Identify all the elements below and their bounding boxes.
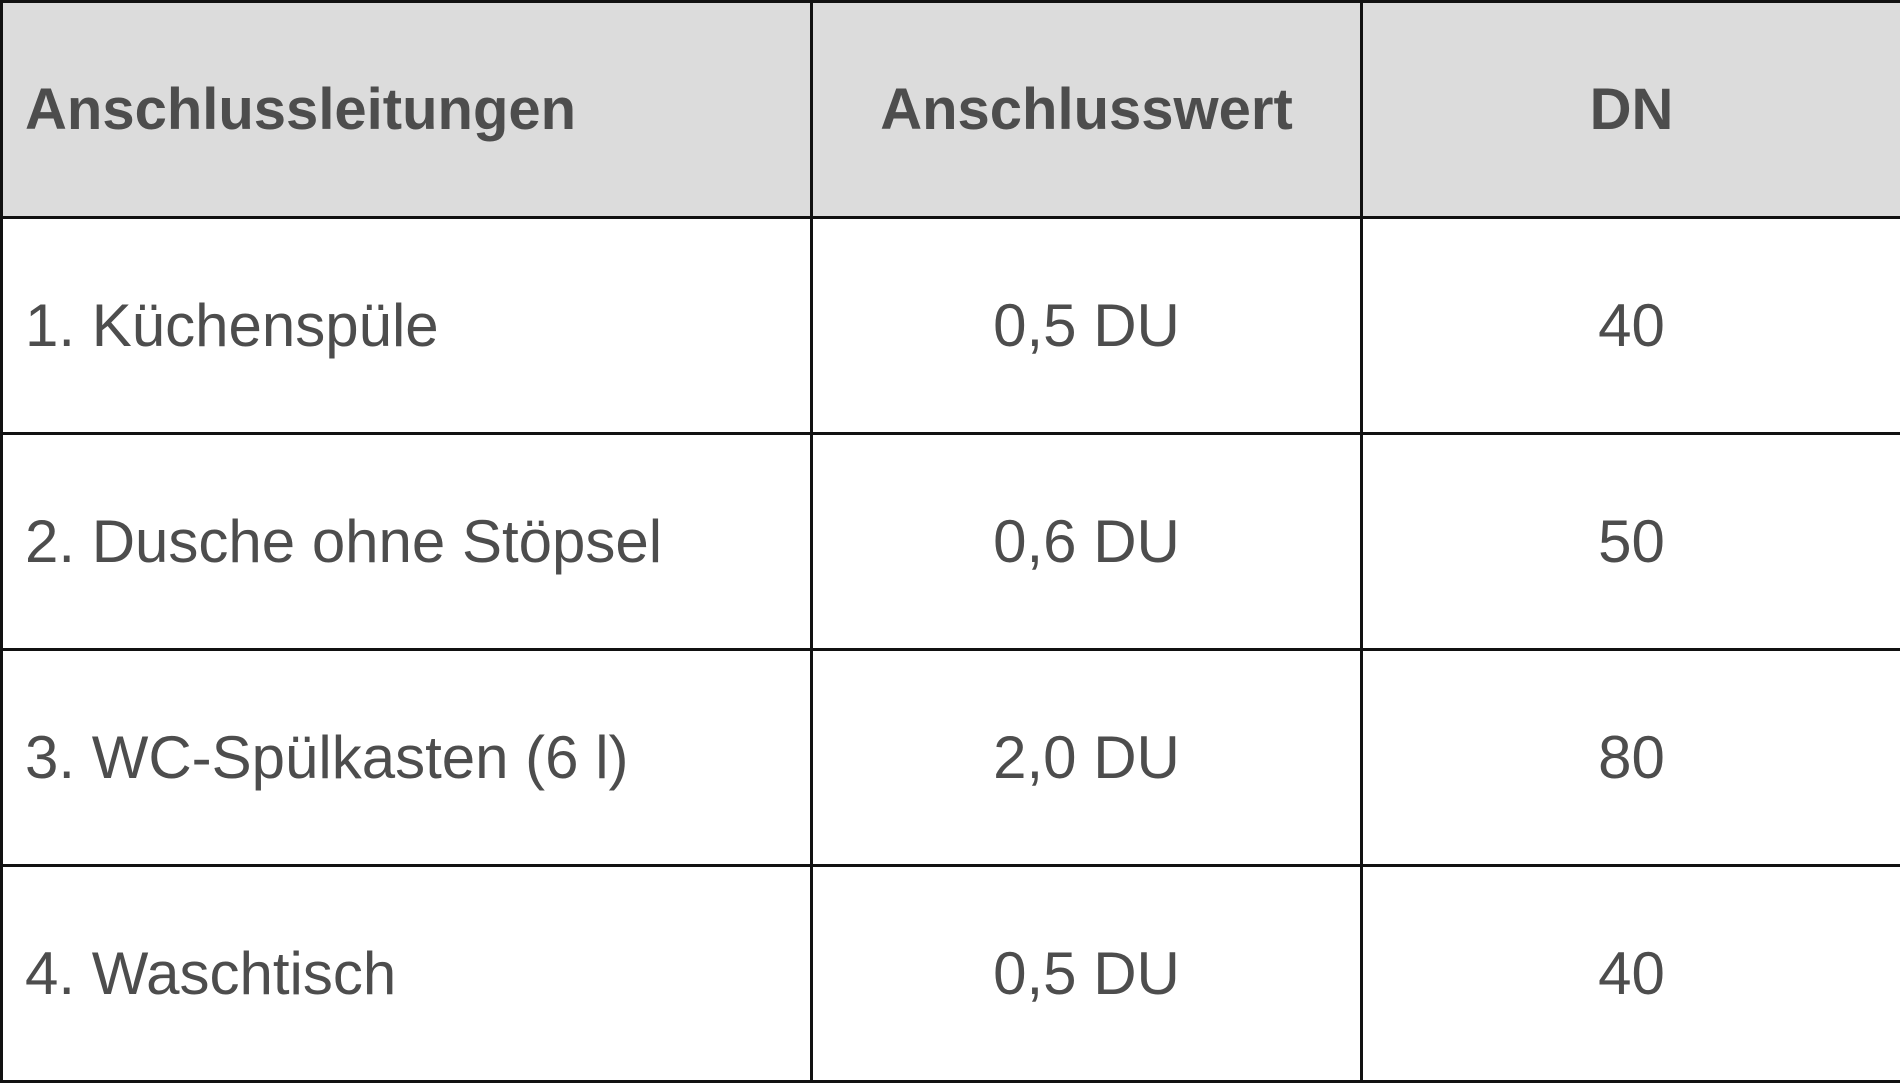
header-dn: DN xyxy=(1362,2,1900,218)
cell-dn: 40 xyxy=(1362,218,1900,434)
cell-anschlussleitung: 3. WC-Spülkasten (6 l) xyxy=(2,650,812,866)
cell-anschlussleitung: 1. Küchenspüle xyxy=(2,218,812,434)
table-header-row: Anschlussleitungen Anschlusswert DN xyxy=(2,2,1900,218)
cell-anschlusswert: 2,0 DU xyxy=(812,650,1362,866)
table-row: 1. Küchenspüle 0,5 DU 40 xyxy=(2,218,1900,434)
cell-anschlusswert: 0,6 DU xyxy=(812,434,1362,650)
table-row: 4. Waschtisch 0,5 DU 40 xyxy=(2,866,1900,1082)
header-anschlusswert: Anschlusswert xyxy=(812,2,1362,218)
cell-dn: 40 xyxy=(1362,866,1900,1082)
cell-anschlusswert: 0,5 DU xyxy=(812,218,1362,434)
cell-anschlussleitung: 4. Waschtisch xyxy=(2,866,812,1082)
table-row: 2. Dusche ohne Stöpsel 0,6 DU 50 xyxy=(2,434,1900,650)
header-anschlussleitungen: Anschlussleitungen xyxy=(2,2,812,218)
cell-anschlussleitung: 2. Dusche ohne Stöpsel xyxy=(2,434,812,650)
cell-dn: 50 xyxy=(1362,434,1900,650)
table-row: 3. WC-Spülkasten (6 l) 2,0 DU 80 xyxy=(2,650,1900,866)
cell-anschlusswert: 0,5 DU xyxy=(812,866,1362,1082)
cell-dn: 80 xyxy=(1362,650,1900,866)
